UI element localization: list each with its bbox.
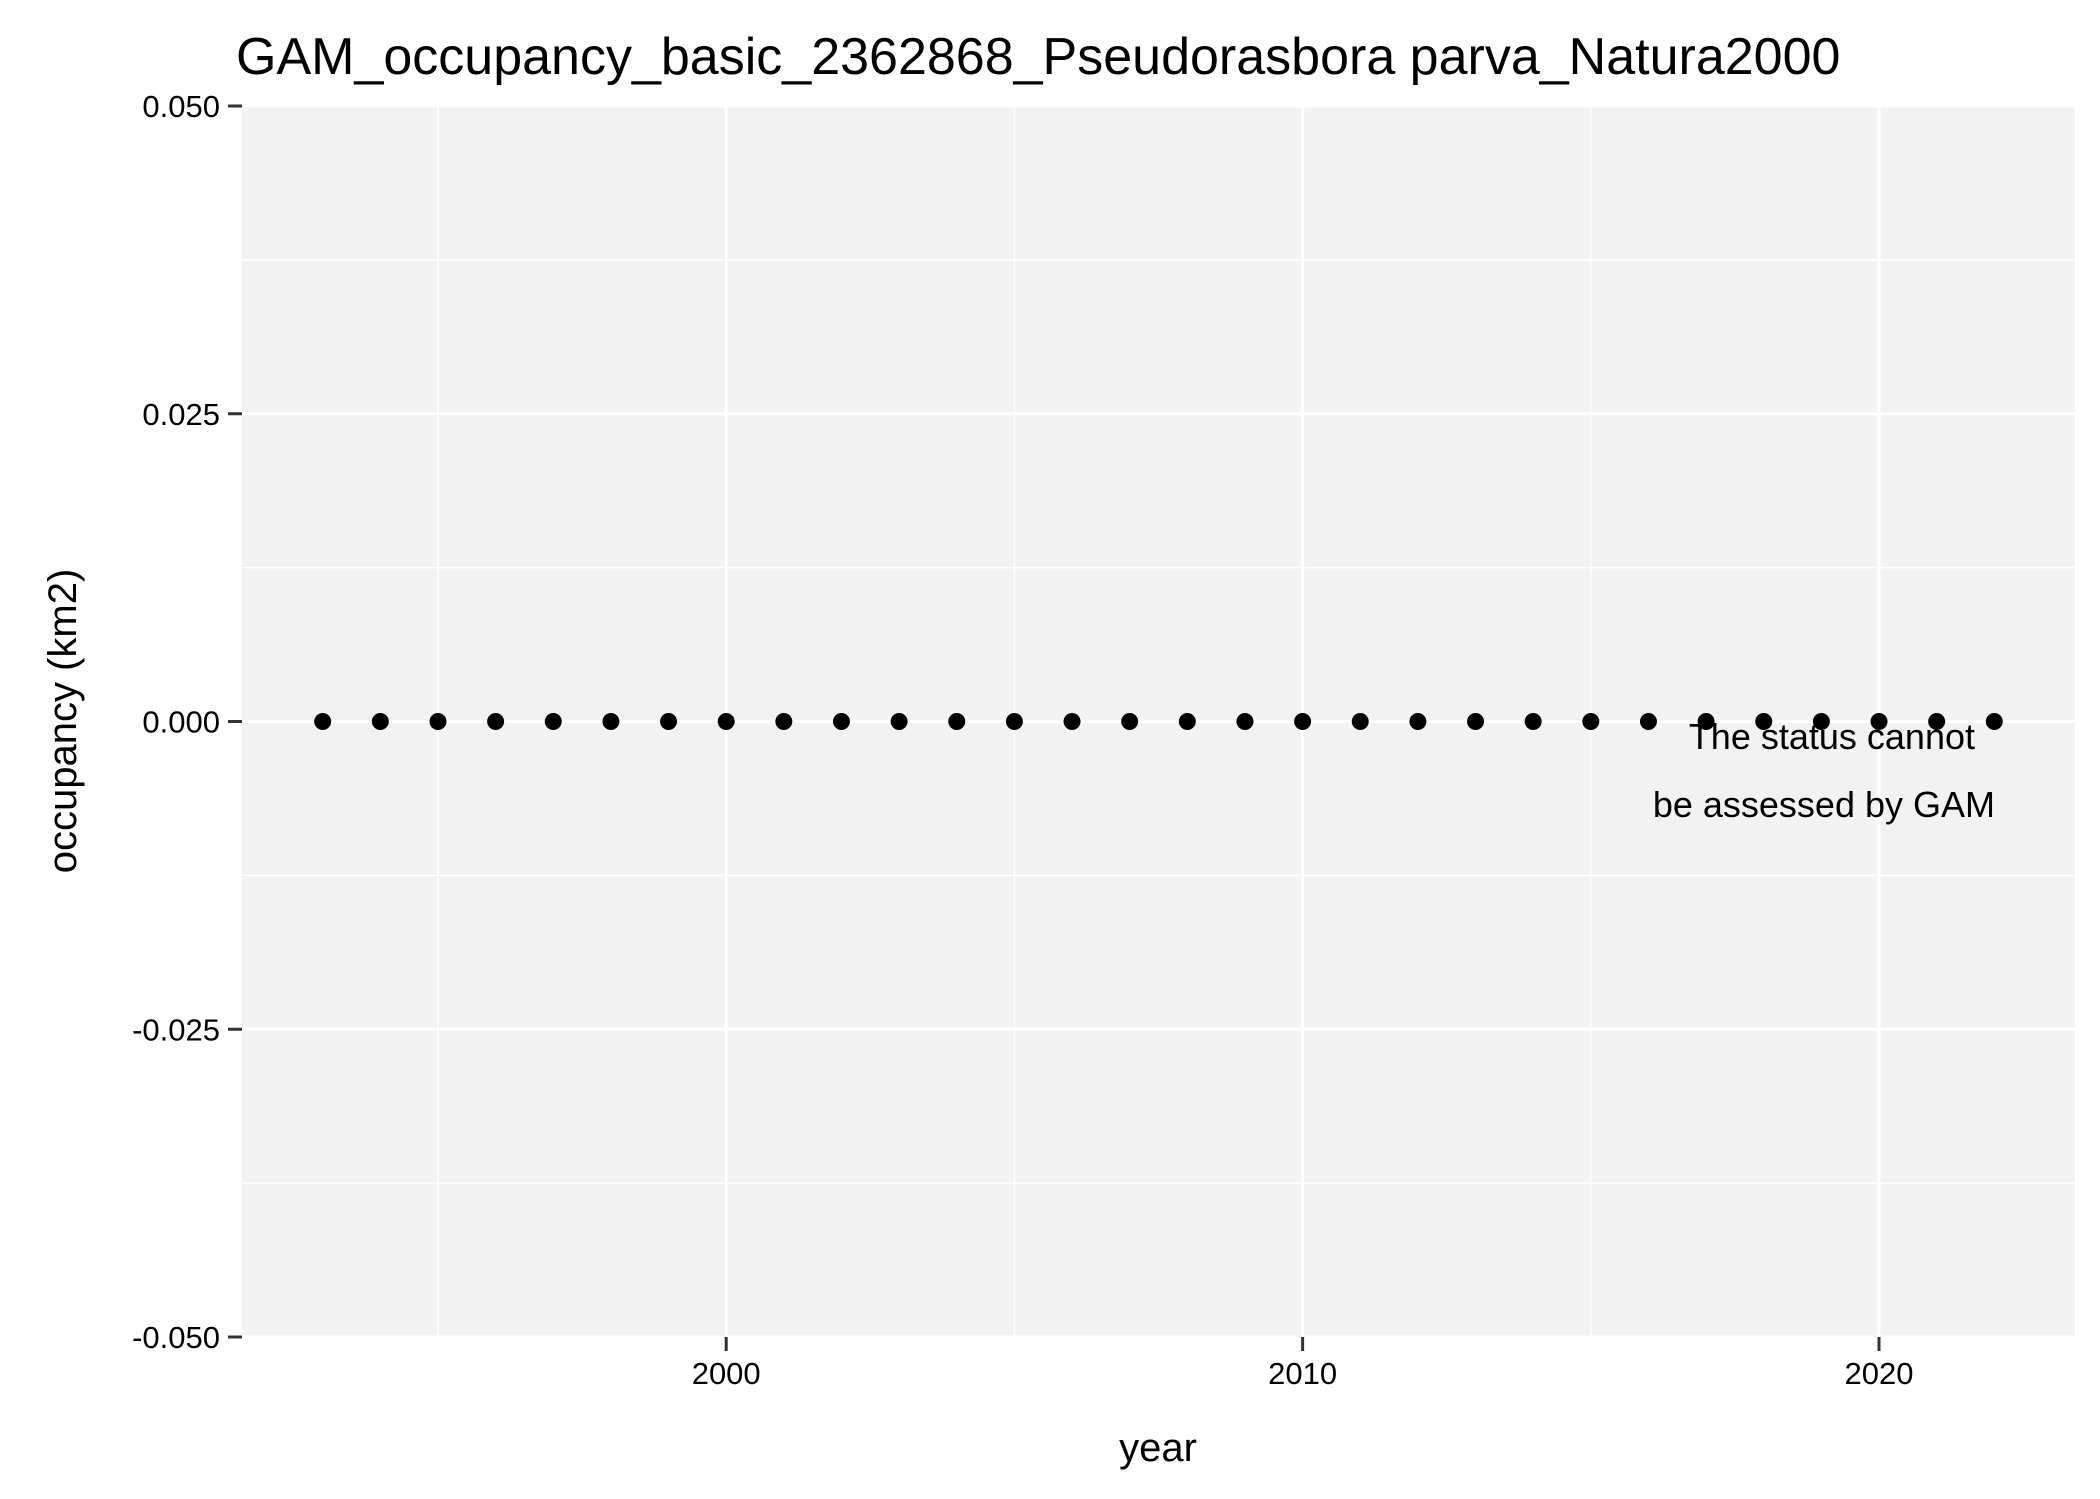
data-point-2019: [1812, 713, 1830, 730]
data-point-2013: [1467, 713, 1485, 730]
data-point-1999: [660, 713, 678, 730]
x-tick-label-2: 2020: [1845, 1356, 1914, 1391]
data-point-1998: [602, 713, 620, 730]
data-point-2006: [1063, 713, 1081, 730]
status-annotation-line-2: be assessed by GAM: [1653, 784, 1995, 825]
y-tick-label-1: -0.025: [132, 1012, 220, 1047]
data-point-2011: [1351, 713, 1369, 730]
y-tick-label-2: 0.000: [142, 705, 220, 740]
data-point-2018: [1755, 713, 1773, 730]
x-axis-ticks: 2000 2010 2020: [692, 1337, 1914, 1391]
data-point-2017: [1697, 713, 1715, 730]
data-point-2001: [775, 713, 793, 730]
data-points: [314, 713, 2003, 730]
data-point-1994: [371, 713, 389, 730]
x-tick-label-1: 2010: [1268, 1356, 1337, 1391]
data-point-2016: [1639, 713, 1657, 730]
data-point-2002: [832, 713, 850, 730]
data-point-2014: [1524, 713, 1542, 730]
y-tick-label-0: -0.050: [132, 1320, 220, 1355]
data-point-2000: [717, 713, 735, 730]
x-tick-label-0: 2000: [692, 1356, 761, 1391]
data-point-2020: [1870, 713, 1888, 730]
data-point-2022: [1985, 713, 2003, 730]
data-point-2004: [948, 713, 966, 730]
data-point-2021: [1928, 713, 1946, 730]
data-point-2005: [1005, 713, 1023, 730]
x-axis-title: year: [1119, 1426, 1197, 1470]
data-point-1996: [487, 713, 505, 730]
status-annotation: The status cannot be assessed by GAM: [1653, 716, 1995, 825]
data-point-2010: [1294, 713, 1312, 730]
data-point-1997: [544, 713, 562, 730]
y-axis-title: occupancy (km2): [41, 569, 85, 874]
data-point-2015: [1582, 713, 1600, 730]
data-point-1995: [429, 713, 447, 730]
status-annotation-line-1: The status cannot: [1689, 716, 1975, 757]
y-axis-ticks: -0.050 -0.025 0.000 0.025 0.050: [132, 89, 242, 1355]
data-point-2008: [1178, 713, 1196, 730]
data-point-2007: [1121, 713, 1139, 730]
data-point-2003: [890, 713, 908, 730]
chart-title: GAM_occupancy_basic_2362868_Pseudorasbor…: [236, 28, 1840, 86]
data-point-1993: [314, 713, 332, 730]
y-tick-label-3: 0.025: [142, 397, 220, 432]
data-point-2009: [1236, 713, 1254, 730]
data-point-2012: [1409, 713, 1427, 730]
y-tick-label-4: 0.050: [142, 89, 220, 124]
